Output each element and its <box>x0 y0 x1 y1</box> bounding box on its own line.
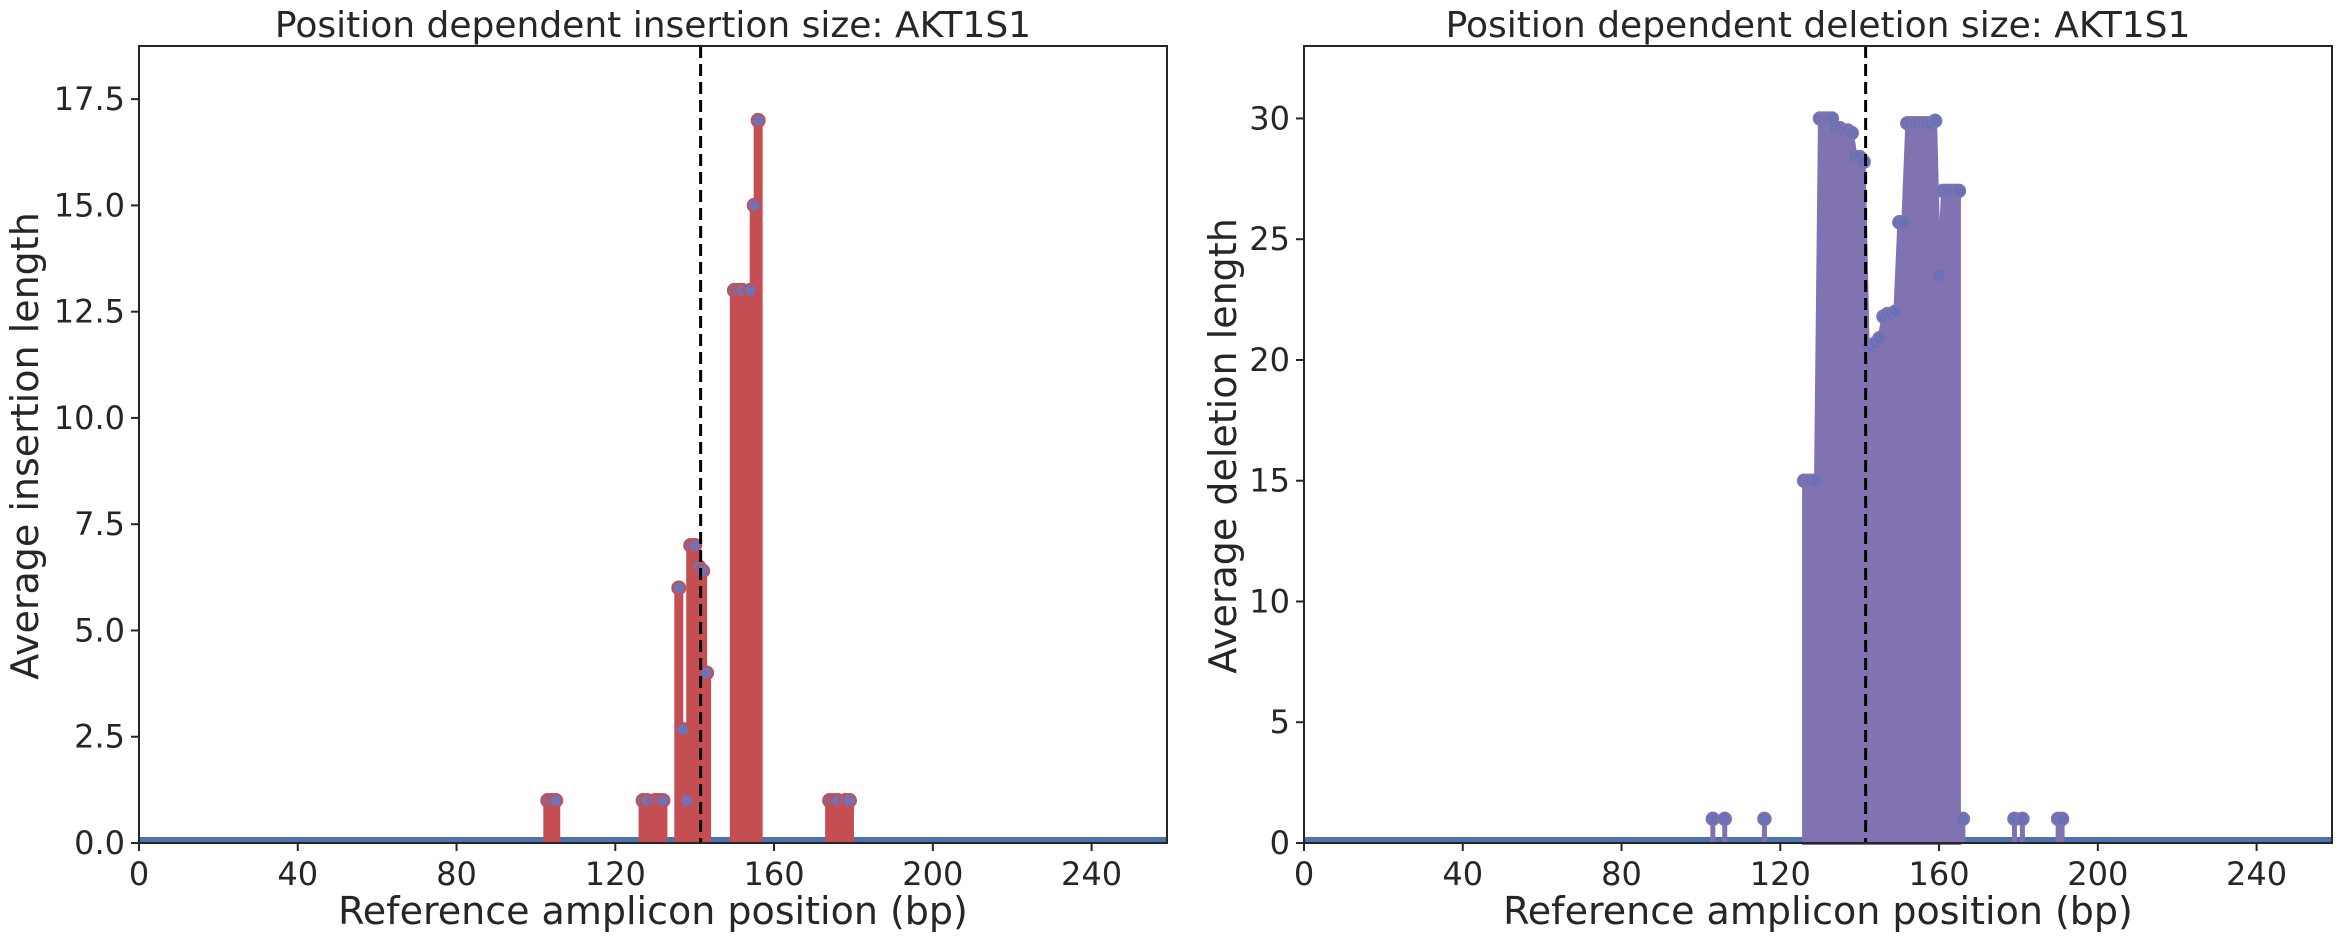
deletion-point <box>2015 811 2030 827</box>
insertion-x-axis: 0 40 80 120 160 200 240 <box>129 843 1122 893</box>
deletion-y-axis-label: Average deletion length <box>1201 218 1245 674</box>
deletion-y-tick-label: 25 <box>1249 220 1290 258</box>
insertion-y-tick-label: 10.0 <box>54 399 125 437</box>
insertion-point <box>675 722 691 738</box>
deletion-point <box>1757 811 1772 827</box>
insertion-point <box>687 537 703 553</box>
deletion-area <box>1802 116 1961 845</box>
insertion-y-tick-label: 2.5 <box>74 718 125 756</box>
deletion-y-tick-label: 30 <box>1249 99 1290 137</box>
insertion-y-axis-label: Average insertion length <box>3 212 47 680</box>
deletion-x-tick-label: 40 <box>1442 855 1483 893</box>
deletion-x-axis-label: Reference amplicon position (bp) <box>1503 889 2133 933</box>
insertion-x-tick-label: 120 <box>585 855 646 893</box>
deletion-point <box>1872 330 1887 346</box>
insertion-point <box>655 792 671 808</box>
deletion-axes-frame <box>1303 45 2333 844</box>
insertion-x-tick-label: 200 <box>902 855 963 893</box>
insertion-x-tick-label: 40 <box>277 855 318 893</box>
insertion-point <box>699 665 715 681</box>
insertion-y-axis: 0.0 2.5 5.0 7.5 10.0 12.5 15.0 17.5 <box>54 80 139 862</box>
deletion-y-tick-label: 15 <box>1249 462 1290 500</box>
deletion-y-tick-label: 20 <box>1249 341 1290 379</box>
deletion-point <box>1951 183 1967 199</box>
deletion-y-tick-label: 0 <box>1270 824 1290 862</box>
insertion-x-tick-label: 80 <box>436 855 477 893</box>
insertion-point <box>746 197 762 213</box>
deletion-point <box>2054 811 2070 827</box>
deletion-x-tick-label: 120 <box>1750 855 1811 893</box>
deletion-plot-area <box>1303 45 2333 845</box>
insertion-point <box>671 580 687 596</box>
insertion-point <box>750 112 766 128</box>
deletion-x-tick-label: 0 <box>1294 855 1314 893</box>
deletion-point <box>1856 154 1871 170</box>
deletion-size-panel: Position dependent deletion size: AKT1S1… <box>1201 5 2333 933</box>
deletion-point <box>1717 811 1732 827</box>
deletion-point <box>1844 125 1859 141</box>
deletion-x-tick-label: 240 <box>2226 855 2287 893</box>
insertion-y-tick-label: 0.0 <box>74 824 125 862</box>
insertion-y-tick-label: 5.0 <box>74 611 125 649</box>
insertion-plot-area <box>138 45 1168 844</box>
insertion-x-tick-label: 240 <box>1061 855 1122 893</box>
insertion-point <box>841 792 857 808</box>
deletion-chart-title: Position dependent deletion size: AKT1S1 <box>1446 5 2191 46</box>
insertion-x-tick-label: 160 <box>744 855 805 893</box>
insertion-chart-title: Position dependent insertion size: AKT1S… <box>275 5 1031 46</box>
deletion-y-tick-label: 5 <box>1270 703 1290 741</box>
insertion-point <box>548 792 564 808</box>
insertion-size-panel: Position dependent insertion size: AKT1S… <box>3 5 1168 933</box>
insertion-y-tick-label: 7.5 <box>74 505 125 543</box>
deletion-point <box>1931 268 1947 283</box>
deletion-point <box>1896 215 1911 230</box>
insertion-x-tick-label: 0 <box>129 855 149 893</box>
deletion-x-tick-label: 200 <box>2067 855 2128 893</box>
deletion-x-tick-label: 80 <box>1601 855 1642 893</box>
deletion-point <box>1888 304 1903 319</box>
insertion-y-tick-label: 15.0 <box>54 186 125 224</box>
deletion-y-tick-label: 10 <box>1249 582 1290 620</box>
deletion-x-tick-label: 160 <box>1909 855 1970 893</box>
deletion-y-axis: 0 5 10 15 20 25 30 <box>1249 99 1304 862</box>
insertion-y-tick-label: 12.5 <box>54 293 125 331</box>
insertion-point <box>695 563 711 579</box>
insertion-x-axis-label: Reference amplicon position (bp) <box>338 889 968 933</box>
insertion-point <box>679 792 695 808</box>
deletion-point <box>1808 473 1824 488</box>
deletion-point <box>1705 811 1721 827</box>
insertion-point <box>742 282 758 298</box>
deletion-x-axis: 0 40 80 120 160 200 240 <box>1294 843 2287 893</box>
deletion-point <box>1955 811 1971 827</box>
insertion-axes-frame <box>138 45 1168 844</box>
insertion-y-tick-label: 17.5 <box>54 80 125 118</box>
deletion-point <box>1927 113 1943 129</box>
